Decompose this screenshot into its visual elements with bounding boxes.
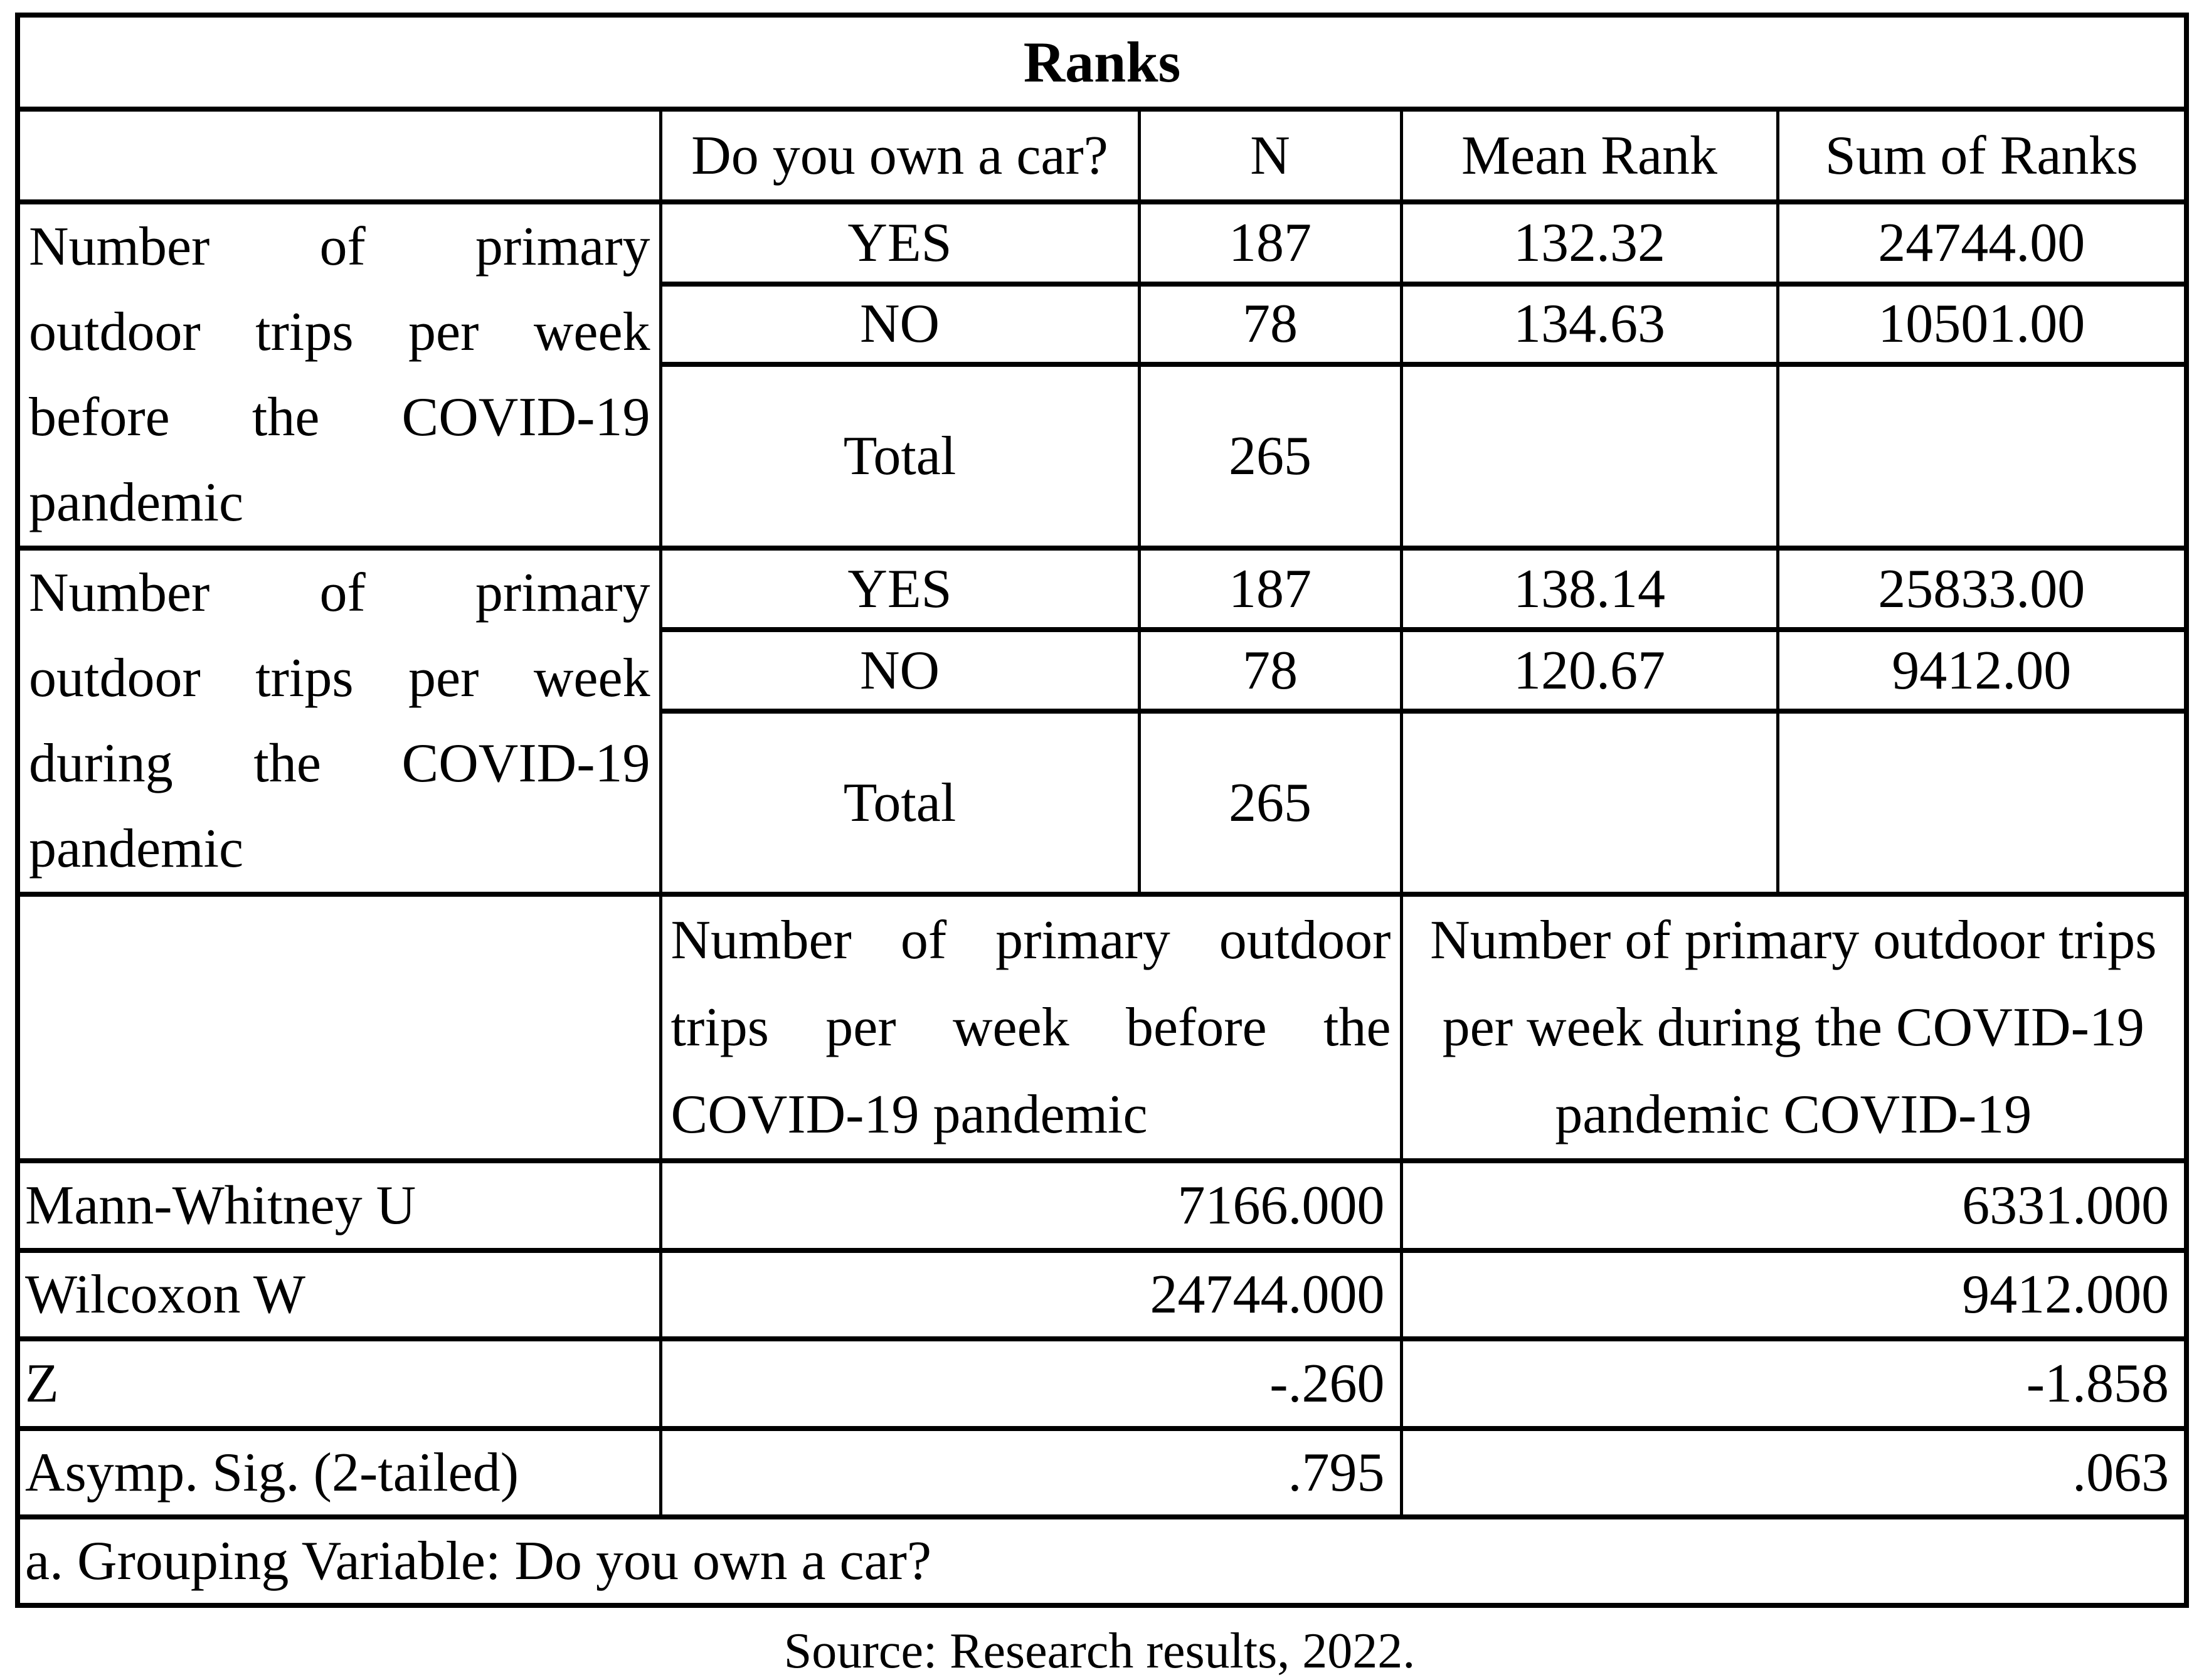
label-line: during the COVID-19 [29,733,650,794]
test-header-before: Number of primary outdoor trips per week… [659,892,1403,1163]
stat-value-during: 6331.000 [1399,1158,2188,1253]
stat-value-before: .795 [659,1426,1403,1519]
ranks-during-total-row: Total 265 [18,709,2188,897]
mann-whitney-row: Mann-Whitney U 7166.000 6331.000 [16,1158,2188,1253]
stat-value-before: 7166.000 [659,1158,1403,1253]
label-line: Number of primary outdoor trips [1430,910,2157,971]
ranks-during-no-row: NO 78 120.67 9412.00 [18,627,2188,714]
ranks-before-yes-row: Number of primary outdoor trips per week… [16,199,2188,551]
ranks-title-row: Ranks [16,13,2188,112]
stat-value-during: .063 [1399,1426,2188,1519]
source-note: Source: Research results, 2022. [783,1624,1416,1679]
table-cell-n: 265 [1137,362,1403,551]
test-header-empty [16,892,662,1163]
table-cell-n: 187 [1137,545,1403,633]
ranks-during-yes-row: Number of primary outdoor trips per week… [16,545,2188,897]
stat-value-during: -1.858 [1399,1336,2188,1431]
table-cell-n: 187 [1137,199,1403,287]
ranks-header-row: Do you own a car? N Mean Rank Sum of Ran… [16,107,2188,204]
ranks-before-no-row: NO 78 134.63 10501.00 [18,281,2188,367]
ranks-during-label: Number of primary outdoor trips per week… [16,546,662,897]
stat-value-before: -.260 [659,1336,1403,1431]
ranks-before-label: Number of primary outdoor trips per week… [16,199,662,551]
label-line: COVID-19 pandemic [670,1084,1148,1145]
label-line: Number of primary [29,216,650,277]
table-cell-mean-rank [1399,709,1779,897]
stat-label: Wilcoxon W [16,1248,662,1341]
table-cell-sum-of-ranks [1776,362,2188,551]
ranks-header-n: N [1137,107,1403,204]
table-cell-sum-of-ranks: 10501.00 [1776,281,2188,367]
table-cell-n: 265 [1137,709,1403,897]
asymp-sig-row: Asymp. Sig. (2-tailed) .795 .063 [16,1426,2188,1519]
label-line: Number of primary [29,563,650,623]
table-cell-car: NO [659,281,1141,367]
grouping-variable-footnote: a. Grouping Variable: Do you own a car? [16,1514,2188,1608]
table-cell-car: Total [659,362,1141,551]
table-cell-mean-rank: 120.67 [1399,627,1779,714]
ranks-header-sum-of-ranks: Sum of Ranks [1776,107,2188,204]
label-line: outdoor trips per week [29,302,650,362]
stat-label: Mann-Whitney U [16,1158,662,1253]
table-cell-mean-rank [1399,362,1779,551]
table-cell-sum-of-ranks [1776,709,2188,897]
footnote-row: a. Grouping Variable: Do you own a car? [16,1514,2188,1608]
test-header-row: Number of primary outdoor trips per week… [16,892,2188,1163]
table-cell-mean-rank: 134.63 [1399,281,1779,367]
label-line: per week during the COVID-19 [1442,997,2144,1058]
ranks-and-test-statistics-table: Ranks Do you own a car? N Mean Rank Sum … [15,13,2190,1608]
label-line: Number of primary outdoor [670,910,1391,971]
table-cell-sum-of-ranks: 9412.00 [1776,627,2188,714]
ranks-title: Ranks [16,13,2188,112]
stat-label: Z [16,1336,662,1431]
label-line: pandemic [29,818,244,879]
table-cell-mean-rank: 132.32 [1399,199,1779,287]
stat-value-before: 24744.000 [659,1248,1403,1341]
table-cell-car: Total [659,709,1141,897]
wilcoxon-row: Wilcoxon W 24744.000 9412.000 [16,1248,2188,1341]
table-cell-mean-rank: 138.14 [1399,545,1779,633]
ranks-before-total-row: Total 265 [18,362,2188,551]
stat-value-during: 9412.000 [1399,1248,2188,1341]
label-line: pandemic COVID-19 [1555,1084,2032,1145]
ranks-header-mean-rank: Mean Rank [1399,107,1779,204]
table-cell-car: YES [659,199,1141,287]
label-line: trips per week before the [670,997,1391,1058]
table-cell-n: 78 [1137,627,1403,714]
table-cell-sum-of-ranks: 25833.00 [1776,545,2188,633]
ranks-header-car: Do you own a car? [659,107,1141,204]
table-cell-sum-of-ranks: 24744.00 [1776,199,2188,287]
table-cell-car: YES [659,545,1141,633]
table-cell-n: 78 [1137,281,1403,367]
z-row: Z -.260 -1.858 [16,1336,2188,1431]
label-line: before the COVID-19 [29,387,650,448]
test-header-during: Number of primary outdoor trips per week… [1399,892,2188,1163]
stat-label: Asymp. Sig. (2-tailed) [16,1426,662,1519]
label-line: pandemic [29,472,244,533]
ranks-header-group [16,107,662,204]
table-cell-car: NO [659,627,1141,714]
label-line: outdoor trips per week [29,648,650,709]
